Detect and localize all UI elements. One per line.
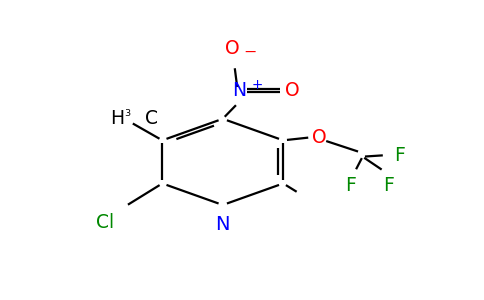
Text: N: N [215, 215, 230, 234]
Text: O: O [225, 39, 240, 58]
Text: N: N [232, 81, 247, 100]
Text: −: − [243, 45, 256, 60]
Text: C: C [146, 109, 158, 128]
Text: +: + [252, 78, 263, 92]
Text: F: F [394, 146, 405, 165]
Text: O: O [285, 81, 300, 100]
Text: Cl: Cl [96, 213, 114, 232]
Text: H: H [110, 109, 124, 128]
Text: $_3$: $_3$ [124, 104, 131, 118]
Text: F: F [384, 176, 394, 195]
Text: O: O [312, 128, 327, 147]
Text: F: F [345, 176, 356, 195]
